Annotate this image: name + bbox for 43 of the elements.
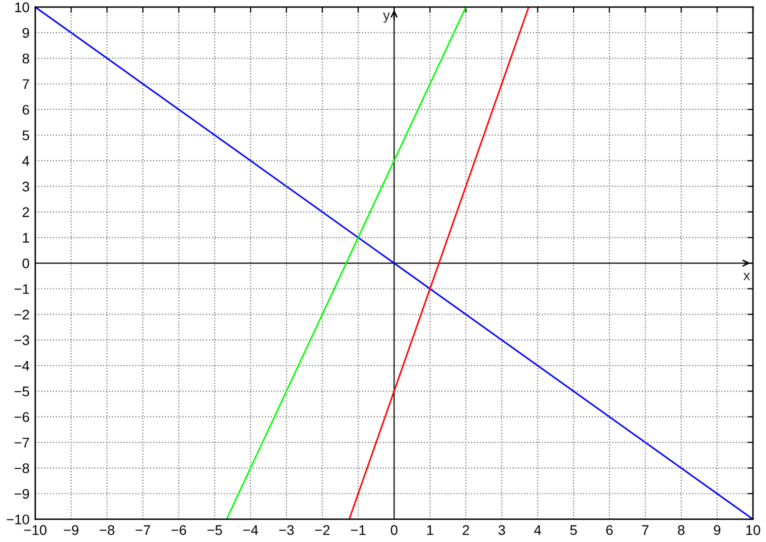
x-tick-label: −6 [172,525,186,535]
x-tick-label: −9 [64,525,78,535]
y-tick-label: 6 [22,104,30,115]
y-tick-label: −9 [14,488,30,499]
x-tick-label: −1 [350,525,366,535]
x-tick-label: −4 [243,525,258,535]
y-tick-label: −3 [14,335,30,346]
x-tick-label: 1 [427,525,434,535]
x-tick-label: 3 [498,525,506,535]
x-tick-label: −3 [279,525,294,535]
x-tick-label: 9 [714,525,720,535]
y-tick-label: 5 [22,130,30,140]
y-tick-label: 3 [22,182,30,192]
y-tick-label: −10 [6,514,30,524]
y-tick-label: 2 [22,207,29,217]
x-tick-label: 10 [746,525,760,535]
x-tick-label: −2 [315,525,330,535]
x-tick-label: 6 [606,525,613,535]
x-tick-label: 2 [462,525,470,535]
y-tick-label: −5 [14,386,30,396]
y-tick-label: 4 [22,156,30,166]
x-tick-label: −8 [100,525,114,535]
y-tick-label: −4 [14,361,30,371]
x-tick-label: −7 [136,525,150,535]
ref-line-label: x [743,272,750,280]
x-tick-label: 8 [678,525,684,535]
y-tick-label: −7 [14,438,29,448]
y-tick-label: 10 [15,2,30,12]
y-tick-label: 9 [22,28,30,38]
ref-line-label: y [383,12,390,23]
y-tick-label: −2 [14,310,29,320]
y-tick-label: −1 [14,284,29,294]
y-tick-label: −6 [14,412,30,422]
x-tick-label: −5 [207,525,222,535]
x-tick-label: 4 [534,525,542,535]
x-tick-label: 0 [390,525,398,535]
y-tick-label: 8 [22,54,30,64]
y-tick-label: −8 [14,463,30,474]
y-tick-label: 7 [22,79,29,89]
x-tick-label: 7 [642,525,648,535]
y-tick-label: 0 [22,258,30,268]
x-tick-label: 5 [570,525,577,535]
y-tick-label: 1 [23,233,30,243]
